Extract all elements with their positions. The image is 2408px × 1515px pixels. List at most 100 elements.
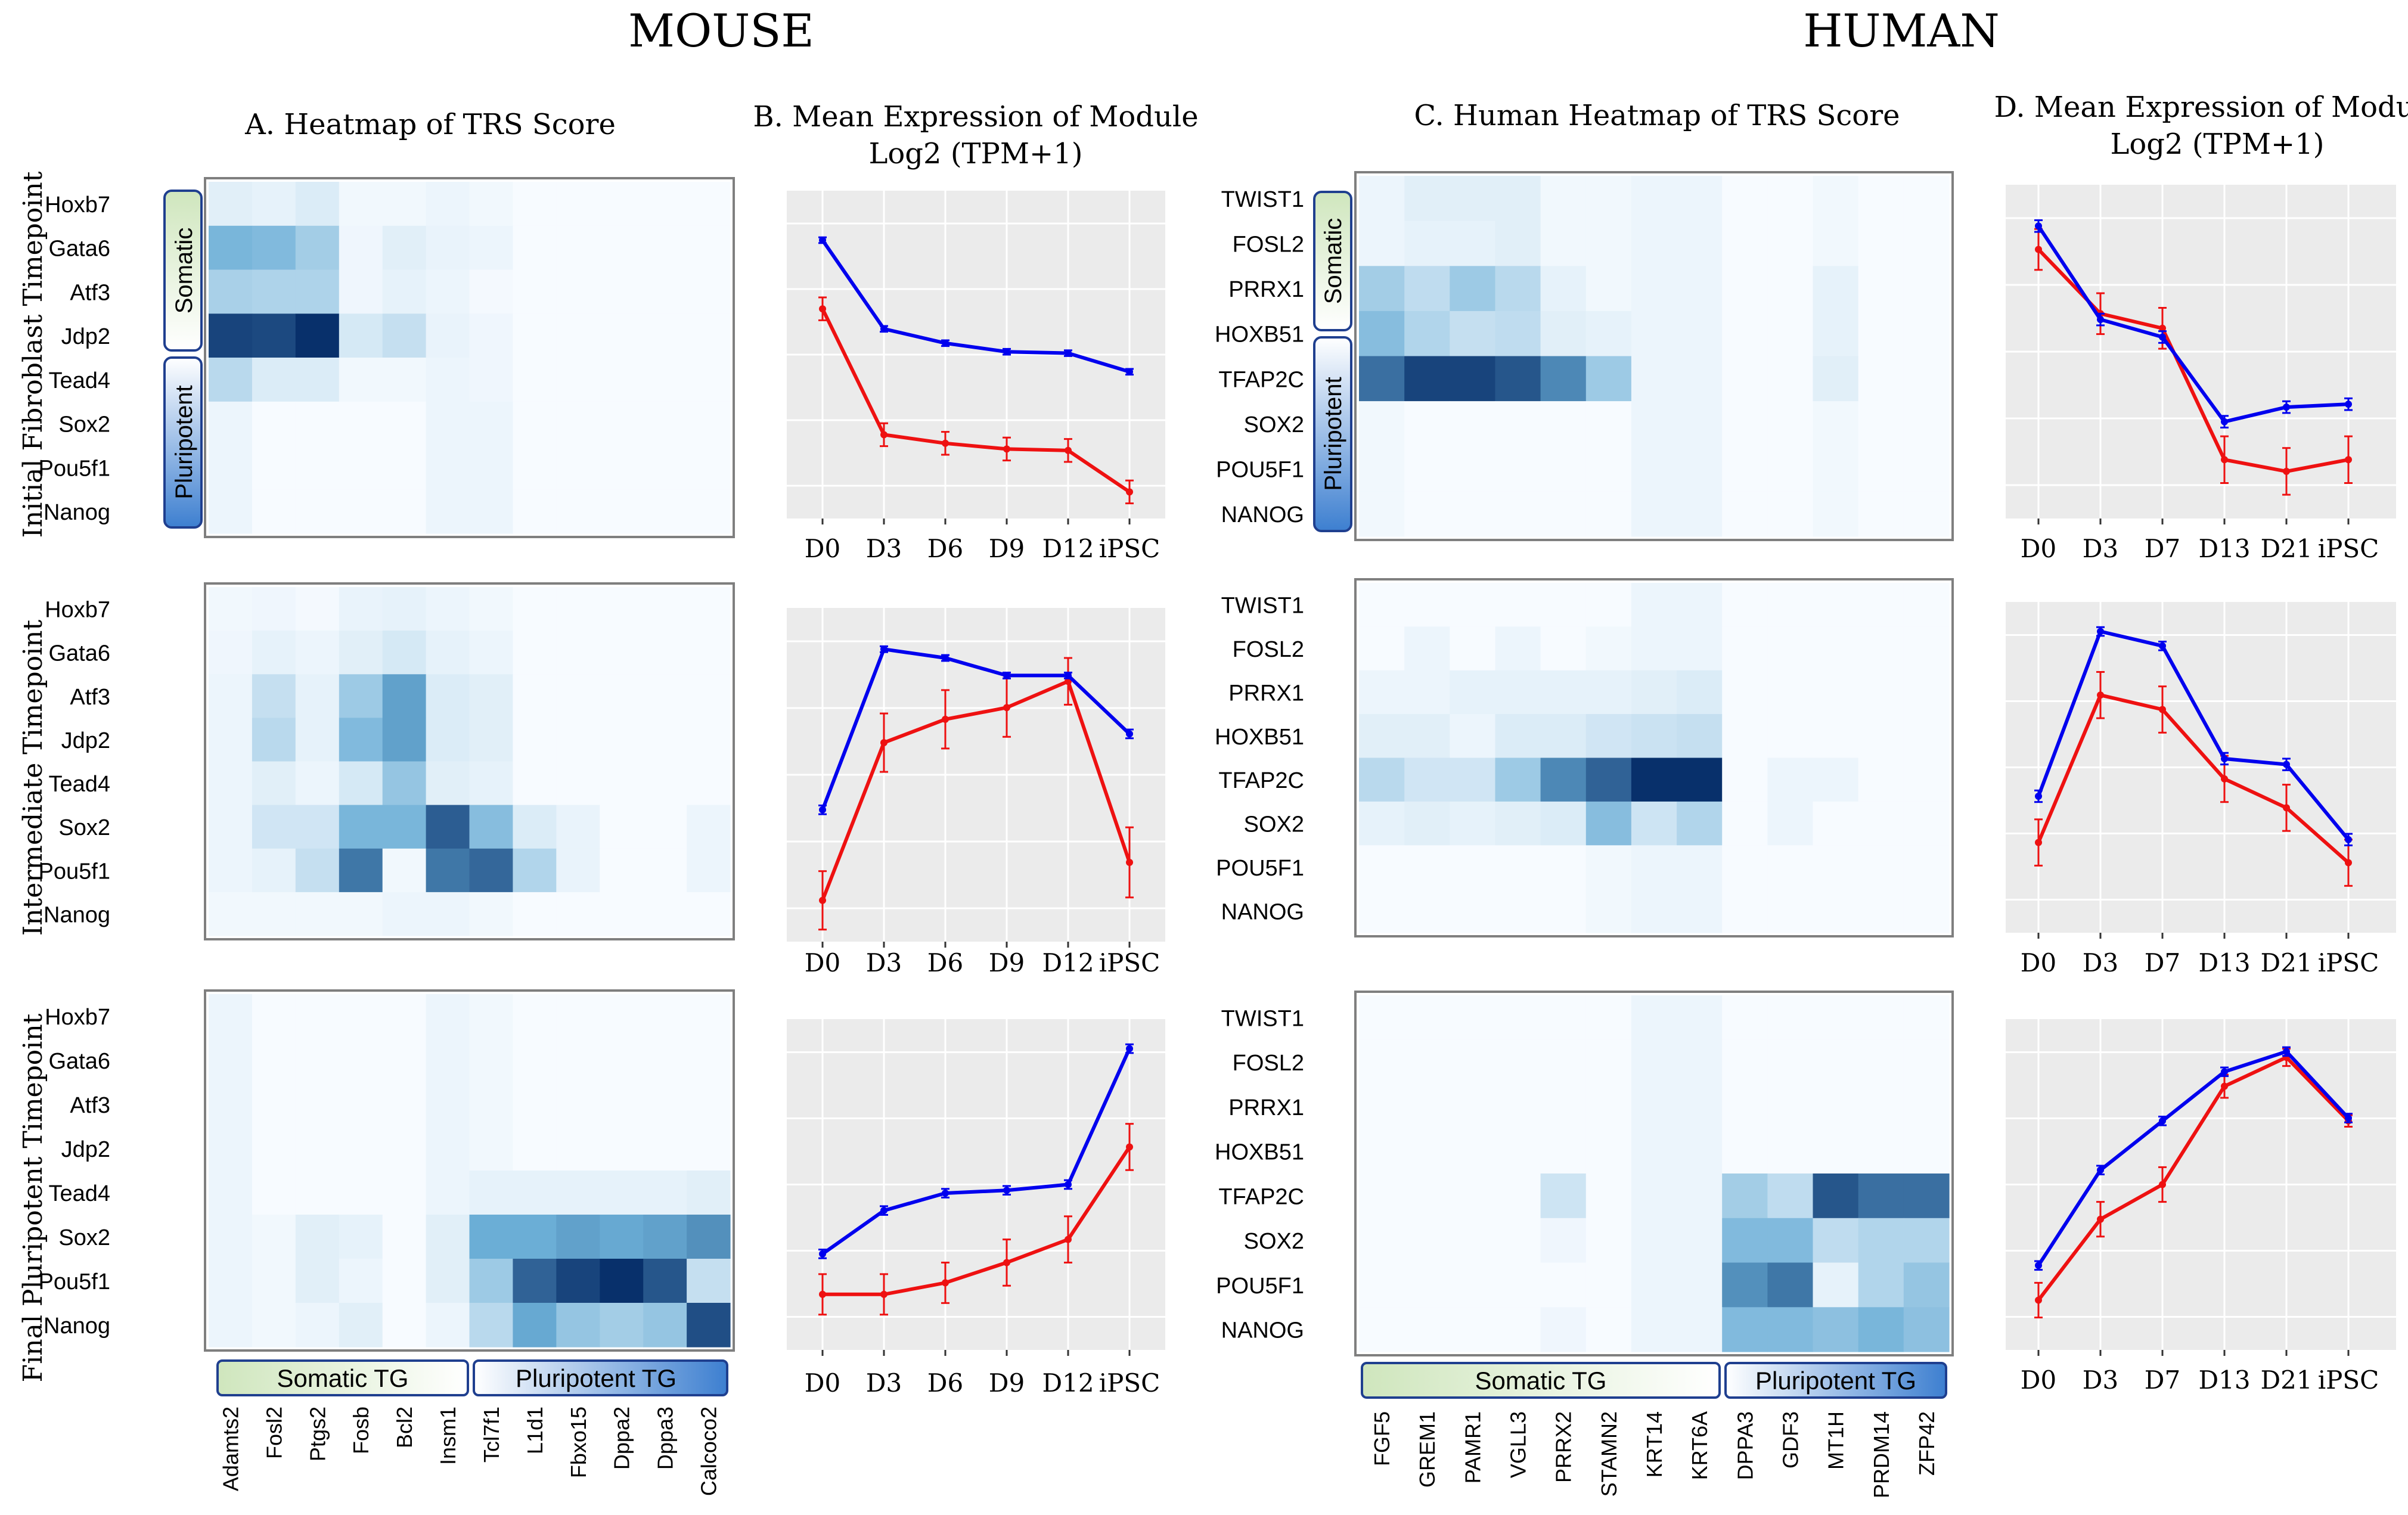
heatmap-cell bbox=[1722, 583, 1768, 627]
heatmap-cell bbox=[469, 631, 513, 675]
heatmap-cell bbox=[1813, 221, 1859, 266]
x-tick-label: D0 bbox=[805, 534, 840, 563]
heatmap-cell bbox=[1722, 995, 1768, 1041]
heatmap-cell bbox=[643, 1259, 687, 1303]
data-point bbox=[819, 237, 826, 244]
heatmap-row-label: FOSL2 bbox=[1233, 232, 1304, 257]
heatmap-col-label: ZFP42 bbox=[1914, 1411, 1939, 1476]
x-tick-label: D21 bbox=[2260, 948, 2312, 977]
heatmap-cell bbox=[1540, 1307, 1587, 1352]
heatmap-cell bbox=[1540, 758, 1587, 802]
heatmap-cell bbox=[382, 313, 427, 358]
heatmap-cell bbox=[209, 1038, 253, 1083]
panel-d-title-line2: Log2 (TPM+1) bbox=[2111, 128, 2325, 161]
mouse-tg-boxes: Somatic TG Pluripotent TG bbox=[216, 1359, 728, 1396]
data-point bbox=[1065, 1235, 1072, 1243]
heatmap-cell bbox=[643, 225, 687, 271]
data-point bbox=[1065, 672, 1072, 679]
data-point bbox=[2283, 760, 2290, 768]
heatmap-cell bbox=[252, 401, 296, 446]
heatmap-cell bbox=[1903, 889, 1950, 933]
data-point bbox=[2097, 691, 2104, 699]
heatmap-cell bbox=[1903, 221, 1950, 266]
heatmap-cell bbox=[469, 445, 513, 490]
heatmap-cell bbox=[426, 994, 470, 1039]
heatmap-row-label: Hoxb7 bbox=[45, 193, 110, 218]
heatmap-cell bbox=[1767, 401, 1814, 447]
heatmap-cell bbox=[600, 674, 644, 718]
heatmap-cell bbox=[469, 848, 513, 893]
heatmap-cell bbox=[1813, 1262, 1859, 1308]
heatmap-cell bbox=[382, 401, 427, 446]
heatmap-cell bbox=[1767, 1173, 1814, 1219]
data-point bbox=[2035, 1262, 2042, 1269]
data-point bbox=[880, 431, 888, 439]
heatmap-cell bbox=[643, 182, 687, 226]
heatmap-cell bbox=[1540, 889, 1587, 933]
heatmap-cell bbox=[1858, 670, 1904, 715]
heatmap-cell bbox=[1495, 1262, 1541, 1308]
heatmap-cell bbox=[1631, 221, 1677, 266]
heatmap-cell bbox=[1903, 626, 1950, 671]
heatmap-cell bbox=[1495, 176, 1541, 222]
data-point bbox=[2221, 1068, 2228, 1076]
heatmap-cell bbox=[600, 587, 644, 631]
heatmap-cell bbox=[209, 1082, 253, 1127]
heatmap-cell bbox=[1495, 583, 1541, 627]
heatmap-cell bbox=[339, 445, 383, 490]
heatmap-cell bbox=[295, 313, 340, 358]
heatmap-row-label: SOX2 bbox=[1244, 412, 1304, 437]
x-tick-label: D12 bbox=[1042, 1368, 1094, 1398]
heatmap-col-label: Bcl2 bbox=[392, 1407, 417, 1448]
heatmap-cell bbox=[1540, 356, 1587, 402]
heatmap-row-label: POU5F1 bbox=[1216, 1274, 1304, 1299]
heatmap-col-label: Calcoco2 bbox=[697, 1407, 721, 1496]
heatmap-cell bbox=[1813, 845, 1859, 890]
heatmap-cell bbox=[1677, 401, 1723, 447]
heatmap-cell bbox=[1404, 356, 1450, 402]
heatmap-cell bbox=[1495, 401, 1541, 447]
heatmap-cell bbox=[1585, 1084, 1632, 1129]
heatmap-cell bbox=[209, 892, 253, 936]
heatmap-cell bbox=[1540, 401, 1587, 447]
heatmap-cell bbox=[1359, 801, 1405, 846]
heatmap-row-label: NANOG bbox=[1221, 899, 1304, 924]
heatmap-cell bbox=[1495, 491, 1541, 537]
heatmap-cell bbox=[339, 1082, 383, 1127]
heatmap-cell bbox=[1585, 311, 1632, 357]
x-tick-label: D6 bbox=[927, 1368, 963, 1398]
heatmap-cell bbox=[643, 892, 687, 936]
heatmap-cell bbox=[1813, 995, 1859, 1041]
data-point bbox=[2097, 628, 2104, 635]
heatmap-cell bbox=[1677, 311, 1723, 357]
heatmap-cell bbox=[513, 674, 557, 718]
data-point bbox=[1126, 1045, 1133, 1053]
human-title: HUMAN bbox=[1803, 4, 2000, 57]
heatmap-cell bbox=[295, 994, 340, 1039]
heatmap-cell bbox=[1813, 626, 1859, 671]
heatmap-cell bbox=[1359, 1039, 1405, 1085]
data-point bbox=[2159, 642, 2166, 650]
heatmap-cell bbox=[469, 1126, 513, 1171]
panel-c-title: C. Human Heatmap of TRS Score bbox=[1414, 99, 1900, 132]
heatmap-row-label: Gata6 bbox=[48, 237, 110, 262]
heatmap-cell bbox=[1495, 995, 1541, 1041]
heatmap-cell bbox=[643, 1126, 687, 1171]
heatmap-cell bbox=[339, 674, 383, 718]
x-tick-label: D0 bbox=[805, 948, 840, 977]
heatmap-col-label: Insm1 bbox=[436, 1407, 460, 1465]
heatmap-cell bbox=[252, 269, 296, 314]
heatmap-cell bbox=[556, 1082, 600, 1127]
heatmap-cell bbox=[556, 1303, 600, 1348]
heatmap-cell bbox=[209, 225, 253, 271]
heatmap-cell bbox=[1677, 801, 1723, 846]
heatmap-cell bbox=[1858, 1039, 1904, 1085]
heatmap-cell bbox=[1585, 176, 1632, 222]
heatmap-cell bbox=[1767, 311, 1814, 357]
heatmap-cell bbox=[1404, 266, 1450, 312]
mouse-title: MOUSE bbox=[628, 4, 814, 57]
heatmap-cell bbox=[1722, 758, 1768, 802]
heatmap-cell bbox=[1903, 1218, 1950, 1263]
heatmap-cell bbox=[1404, 401, 1450, 447]
heatmap-cell bbox=[382, 269, 427, 314]
